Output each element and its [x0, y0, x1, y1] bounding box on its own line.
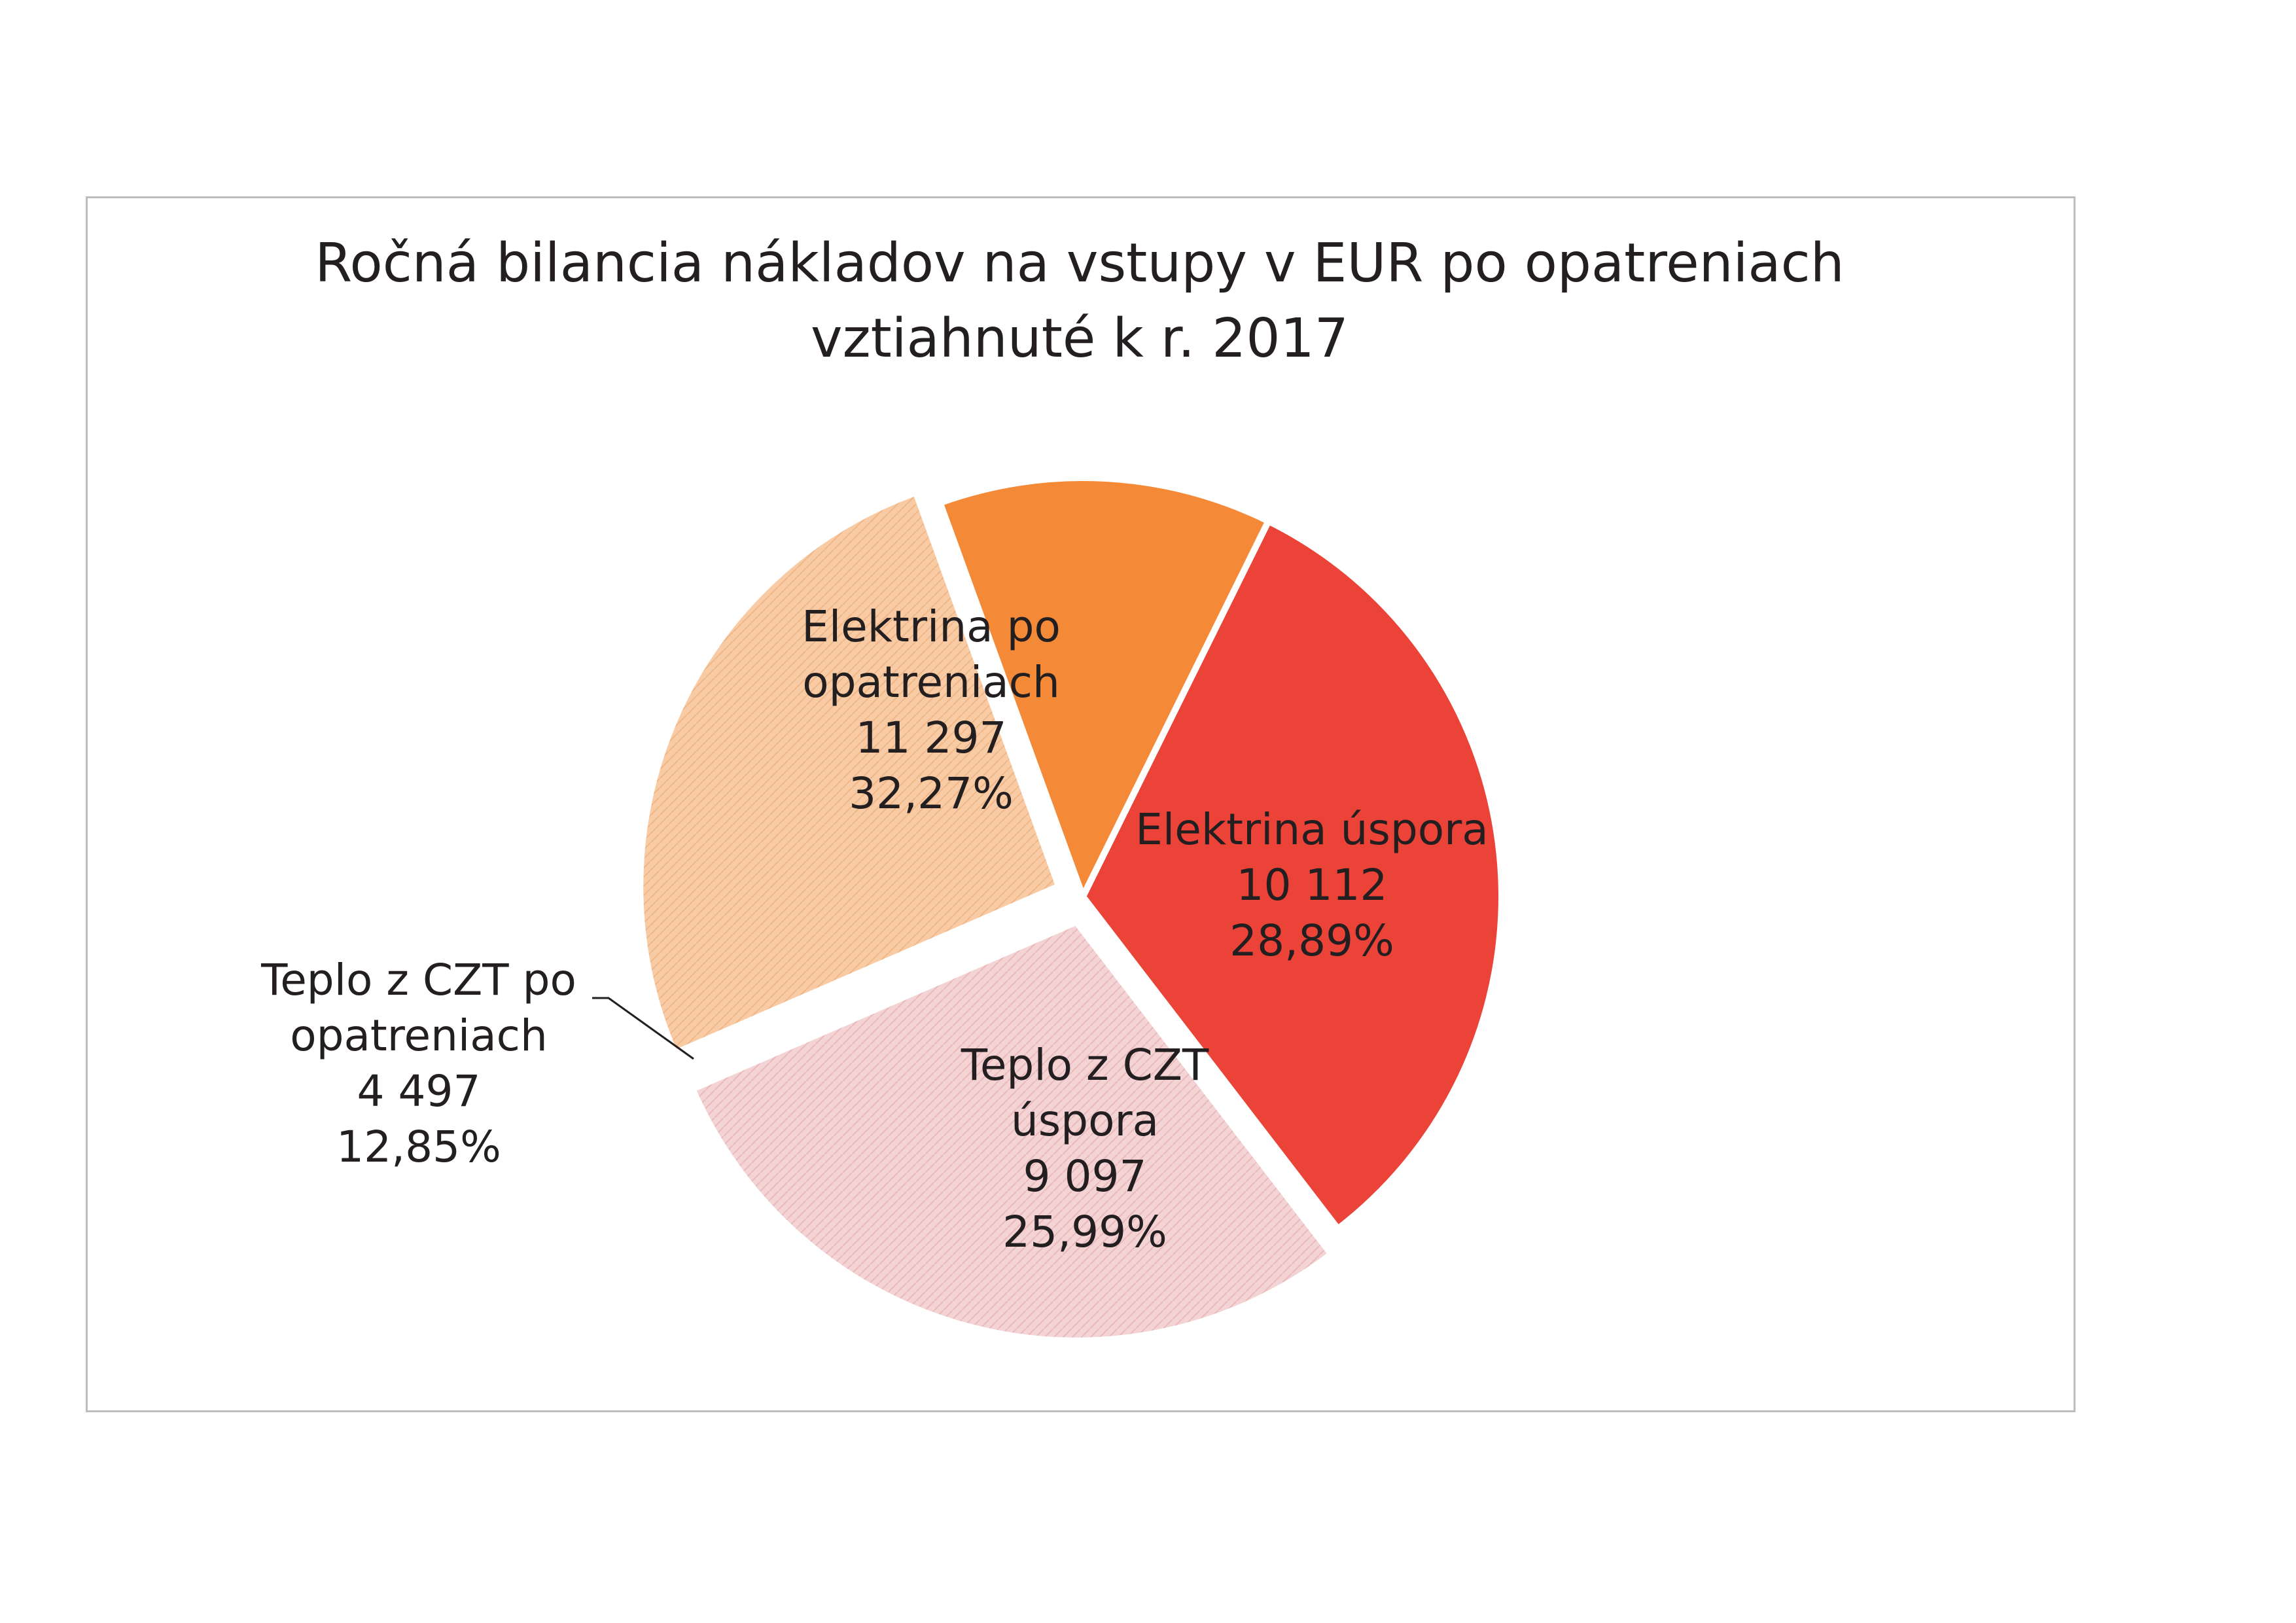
- slice-percent-label: 32,27%: [849, 768, 1014, 819]
- pie-slice-teplo-z-czt-po-opatreniach: [936, 474, 1272, 900]
- slice-label-line: Teplo z CZT: [961, 1040, 1209, 1090]
- slice-label-elektrina-uspora: Elektrina úspora 10 112 28,89%: [1135, 804, 1489, 966]
- chart-title-line-1: Ročná bilancia nákladov na vstupy v EUR …: [315, 232, 1844, 294]
- chart-title-line-2: vztiahnuté k r. 2017: [811, 308, 1349, 370]
- slice-label-line: opatreniach: [802, 657, 1060, 707]
- slice-value-label: 9 097: [1023, 1151, 1147, 1202]
- slice-label-line: Elektrina úspora: [1135, 804, 1489, 855]
- slice-value-label: 4 497: [357, 1066, 481, 1116]
- leader-line: [592, 997, 694, 1060]
- slice-value-label: 11 297: [856, 713, 1007, 763]
- pie-slices: [637, 474, 1506, 1344]
- slice-percent-label: 25,99%: [1002, 1207, 1167, 1257]
- slice-label-line: opatreniach: [290, 1010, 548, 1061]
- slice-label-line: Elektrina po: [802, 601, 1061, 652]
- slice-label-line: úspora: [1011, 1096, 1159, 1146]
- slice-label-teplo-uspora: Teplo z CZT úspora 9 097 25,99%: [961, 1040, 1209, 1257]
- slice-label-line: Teplo z CZT po: [260, 955, 576, 1005]
- slice-percent-label: 12,85%: [336, 1122, 501, 1172]
- slice-label-teplo-po-opatreniach: Teplo z CZT po opatreniach 4 497 12,85%: [260, 955, 576, 1172]
- slice-percent-label: 28,89%: [1229, 916, 1394, 966]
- pie-slice-elektrina-úspora: [689, 918, 1335, 1344]
- slice-value-label: 10 112: [1237, 860, 1388, 910]
- slice-label-elektrina-po-opatreniach: Elektrina po opatreniach 11 297 32,27%: [802, 601, 1061, 819]
- pie-slice-teplo-z-czt-úspora: [637, 489, 1063, 1057]
- pie-slice-elektrina-po-opatreniach: [1080, 518, 1506, 1232]
